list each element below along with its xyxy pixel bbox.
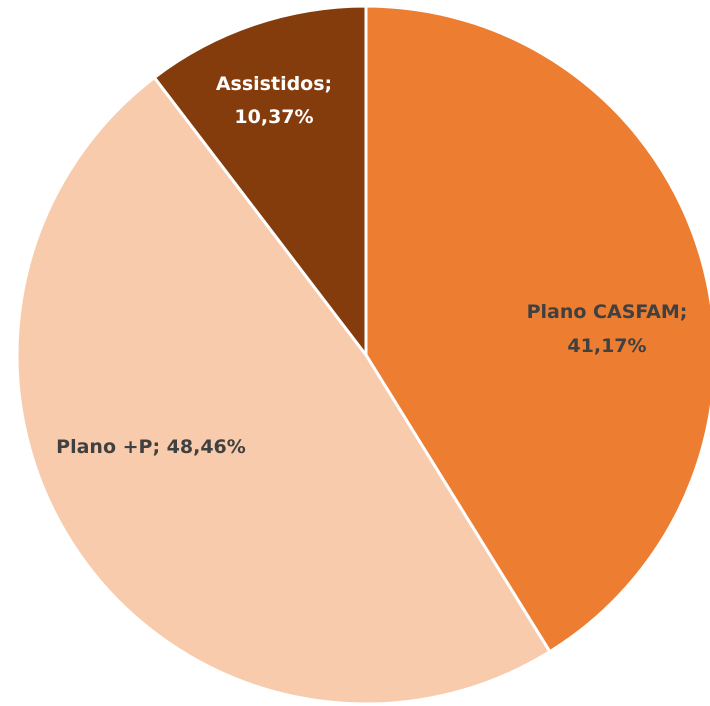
pie-slice-plano-p — [15, 76, 552, 706]
pie-slice-plano-casfam — [364, 4, 710, 654]
slice-label-line1: Assistidos; — [216, 73, 332, 95]
slice-label-line2: 41,17% — [567, 335, 646, 357]
slice-label-line2: 10,37% — [234, 106, 313, 128]
slice-label-line1: Plano +P; 48,46% — [56, 436, 246, 458]
slice-label-line1: Plano CASFAM; — [527, 301, 688, 323]
pie-slices — [15, 4, 710, 706]
slice-label-plano-p: Plano +P; 48,46% — [56, 436, 246, 458]
pie-labels: Plano CASFAM; 41,17% Plano +P; 48,46% Assis… — [56, 73, 687, 458]
slice-label-plano-casfam: Plano CASFAM; 41,17% — [527, 301, 688, 357]
pie-slice-assistidos — [152, 4, 368, 357]
slice-label-assistidos: Assistidos; 10,37% — [216, 73, 332, 128]
